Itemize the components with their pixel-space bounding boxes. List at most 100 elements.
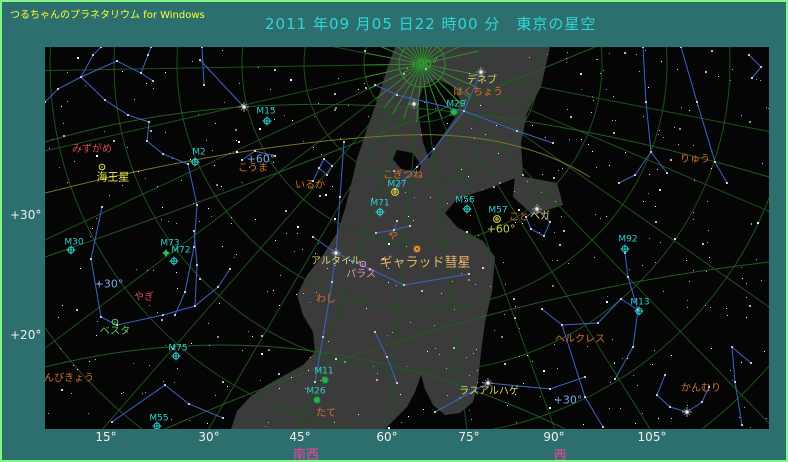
star	[216, 184, 218, 186]
sky-label: ヘルクレス	[555, 334, 605, 345]
sky-label: M13	[630, 297, 650, 308]
star	[693, 212, 694, 213]
star	[406, 366, 407, 367]
star	[602, 426, 604, 428]
star	[273, 162, 274, 163]
star	[522, 174, 524, 176]
constellation-line	[111, 384, 224, 423]
star	[147, 270, 148, 271]
star	[642, 413, 643, 414]
star	[734, 381, 736, 383]
azimuth-ray	[45, 63, 423, 72]
star	[97, 321, 98, 322]
milky-way-rift	[393, 150, 421, 172]
azimuth-ray-hub	[421, 63, 463, 107]
equatorial-gridline	[45, 344, 566, 429]
star	[396, 94, 398, 96]
star	[687, 300, 688, 301]
app-title: つるちゃんのプラネタリウム for Windows	[10, 10, 205, 21]
star	[656, 394, 658, 396]
star	[196, 264, 198, 266]
star	[308, 370, 309, 371]
star	[473, 353, 474, 354]
star	[596, 59, 597, 60]
star	[242, 182, 243, 183]
star	[392, 332, 393, 333]
star	[316, 292, 317, 293]
star	[461, 261, 462, 262]
star	[711, 348, 712, 349]
star	[80, 76, 82, 78]
star	[552, 142, 554, 144]
star	[274, 155, 276, 157]
star	[49, 148, 50, 149]
star	[674, 238, 676, 240]
sky-chart[interactable]: みずがめ やぎ こうま いるか こぎつね はくちょうやわし たて りゅう こと ヘルクレス かんむり…	[45, 47, 769, 429]
star	[519, 356, 520, 357]
star	[208, 208, 209, 209]
star	[201, 47, 203, 48]
star	[80, 268, 81, 269]
star	[606, 216, 607, 217]
star	[636, 54, 637, 55]
star	[260, 380, 261, 381]
star	[760, 80, 761, 81]
constellation-line	[312, 158, 333, 182]
star	[388, 268, 389, 269]
azimuth-ray	[208, 63, 423, 429]
star	[146, 83, 147, 84]
constellation-line	[656, 374, 710, 413]
star	[396, 220, 398, 222]
star	[764, 351, 765, 352]
star	[104, 99, 106, 101]
star	[116, 60, 118, 62]
star	[211, 216, 212, 217]
star	[116, 324, 118, 326]
sky-canvas[interactable]	[45, 47, 769, 429]
star	[236, 151, 238, 153]
star	[198, 114, 199, 115]
altitude-circle	[363, 47, 481, 123]
azimuth-ray-hub	[421, 47, 446, 65]
star	[557, 260, 558, 261]
star	[427, 351, 428, 352]
star	[374, 331, 376, 333]
star	[453, 347, 455, 349]
star	[622, 358, 623, 359]
star	[540, 396, 541, 397]
star	[249, 167, 250, 168]
star	[625, 152, 626, 153]
star	[184, 291, 186, 293]
star	[726, 308, 727, 309]
star	[434, 325, 435, 326]
star	[85, 85, 86, 86]
star	[305, 388, 306, 389]
star	[433, 148, 435, 150]
star	[291, 377, 292, 378]
star	[761, 280, 762, 281]
star	[268, 349, 270, 351]
star	[503, 262, 504, 263]
star	[693, 145, 694, 146]
star	[490, 286, 491, 287]
star	[477, 382, 478, 383]
star	[393, 170, 395, 172]
star	[746, 297, 747, 298]
star	[580, 73, 582, 75]
star	[756, 259, 757, 260]
star	[562, 168, 563, 169]
sky-label: こぎつね	[383, 170, 423, 181]
star	[583, 424, 584, 425]
star	[609, 408, 610, 409]
sky-label: +30°	[94, 277, 124, 291]
chart-title: 2011 年09 月05 日22 時00 分 東京の星空	[265, 15, 597, 33]
star	[122, 185, 123, 186]
star	[59, 167, 60, 168]
star	[396, 382, 398, 384]
star	[741, 115, 742, 116]
star	[153, 88, 154, 89]
star	[485, 134, 486, 135]
star	[566, 62, 567, 63]
azimuth-ray	[421, 63, 769, 425]
